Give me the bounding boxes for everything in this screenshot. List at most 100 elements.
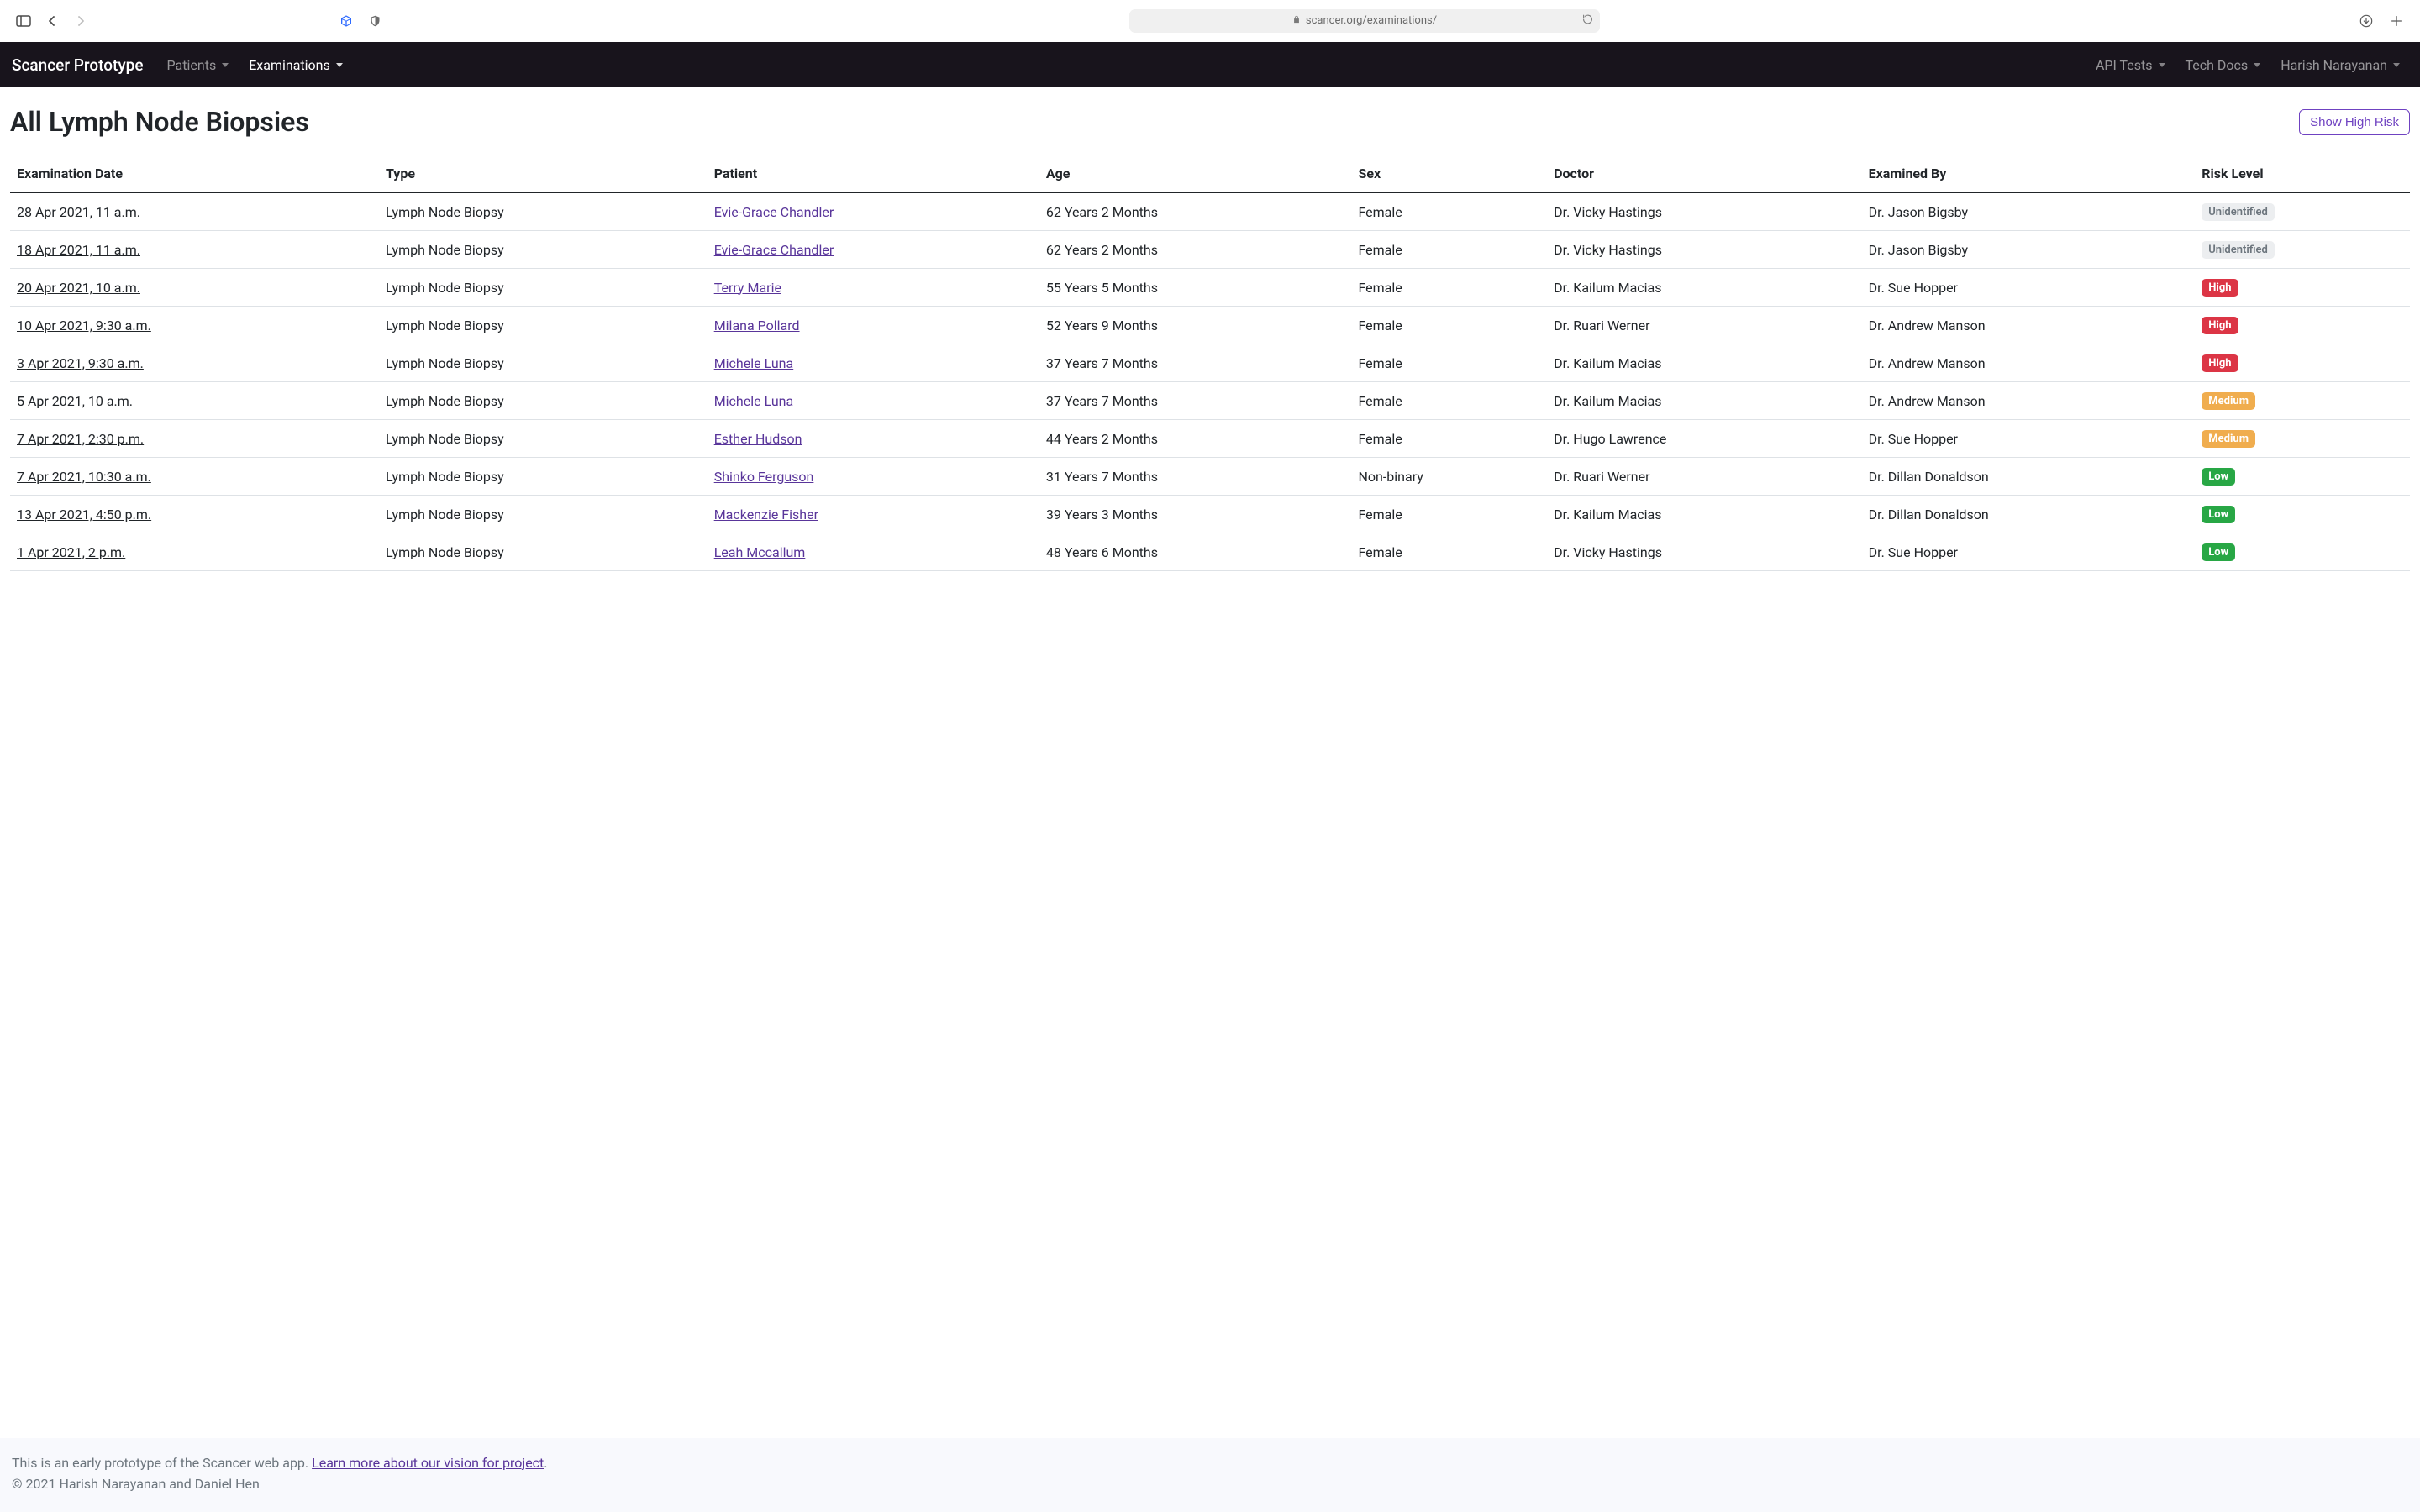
cell-exam-date: 20 Apr 2021, 10 a.m. — [10, 269, 379, 307]
url-bar[interactable]: scancer.org/examinations/ — [1129, 9, 1600, 33]
privacy-shield-icon[interactable] — [366, 13, 383, 29]
chevron-down-icon — [222, 63, 229, 67]
col-examined-by[interactable]: Examined By — [1862, 155, 2196, 192]
page-header: All Lymph Node Biopsies Show High Risk — [10, 106, 2410, 150]
cell-doctor: Dr. Ruari Werner — [1547, 458, 1862, 496]
cell-sex: Female — [1351, 231, 1547, 269]
patient-link[interactable]: Mackenzie Fisher — [714, 507, 818, 522]
cell-age: 39 Years 3 Months — [1039, 496, 1352, 533]
main-content: All Lymph Node Biopsies Show High Risk E… — [0, 87, 2420, 1438]
cell-exam-date: 5 Apr 2021, 10 a.m. — [10, 382, 379, 420]
patient-link[interactable]: Shinko Ferguson — [714, 469, 814, 485]
reload-icon[interactable] — [1582, 13, 1593, 28]
back-icon[interactable] — [44, 13, 60, 29]
patient-link[interactable]: Michele Luna — [714, 393, 794, 409]
cell-exam-date: 7 Apr 2021, 2:30 p.m. — [10, 420, 379, 458]
cell-patient: Michele Luna — [708, 344, 1039, 382]
patient-link[interactable]: Michele Luna — [714, 355, 794, 371]
cell-patient: Terry Marie — [708, 269, 1039, 307]
exam-date-link[interactable]: 1 Apr 2021, 2 p.m. — [17, 544, 125, 560]
col-exam-date[interactable]: Examination Date — [10, 155, 379, 192]
table-row: 18 Apr 2021, 11 a.m.Lymph Node BiopsyEvi… — [10, 231, 2410, 269]
exam-date-link[interactable]: 7 Apr 2021, 10:30 a.m. — [17, 469, 151, 485]
col-type[interactable]: Type — [379, 155, 708, 192]
exam-date-link[interactable]: 7 Apr 2021, 2:30 p.m. — [17, 431, 144, 447]
nav-left: Patients Examinations — [159, 50, 351, 80]
patient-link[interactable]: Evie-Grace Chandler — [714, 242, 834, 258]
cell-risk: Low — [2195, 458, 2410, 496]
footer-after-link: . — [544, 1455, 547, 1471]
cell-age: 55 Years 5 Months — [1039, 269, 1352, 307]
table-row: 28 Apr 2021, 11 a.m. Lymph Node Biopsy Evi… — [10, 192, 2410, 231]
cell-type: Lymph Node Biopsy — [379, 307, 708, 344]
risk-badge: Low — [2202, 506, 2235, 523]
cell-patient: Evie-Grace Chandler — [708, 192, 1039, 231]
forward-icon[interactable] — [72, 13, 89, 29]
exam-date-link[interactable]: 18 Apr 2021, 11 a.m. — [17, 242, 140, 258]
col-sex[interactable]: Sex — [1351, 155, 1547, 192]
table-row: 20 Apr 2021, 10 a.m. Lymph Node Biopsy Ter… — [10, 269, 2410, 307]
risk-badge: Low — [2202, 468, 2235, 486]
cell-risk: High — [2195, 307, 2410, 344]
show-high-risk-button[interactable]: Show High Risk — [2299, 109, 2410, 135]
col-patient[interactable]: Patient — [708, 155, 1039, 192]
cell-risk: Unidentified — [2195, 231, 2410, 269]
nav-tech-docs[interactable]: Tech Docs — [2177, 50, 2270, 80]
cell-age: 52 Years 9 Months — [1039, 307, 1352, 344]
patient-link[interactable]: Leah Mccallum — [714, 544, 806, 560]
risk-badge: Unidentified — [2202, 241, 2275, 259]
sidebar-toggle-icon[interactable] — [15, 13, 32, 29]
cell-sex: Female — [1351, 307, 1547, 344]
cell-type: Lymph Node Biopsy — [379, 458, 708, 496]
footer-learn-more-link[interactable]: Learn more about our vision for project — [312, 1455, 544, 1471]
downloads-icon[interactable] — [2358, 13, 2375, 29]
cell-examined-by: Dr. Sue Hopper — [1862, 269, 2196, 307]
cell-doctor: Dr. Ruari Werner — [1547, 307, 1862, 344]
cell-type: Lymph Node Biopsy — [379, 192, 708, 231]
cell-exam-date: 1 Apr 2021, 2 p.m. — [10, 533, 379, 571]
risk-badge: Medium — [2202, 392, 2255, 410]
col-age[interactable]: Age — [1039, 155, 1352, 192]
cell-exam-date: 3 Apr 2021, 9:30 a.m. — [10, 344, 379, 382]
nav-api-tests[interactable]: API Tests — [2087, 50, 2174, 80]
table-row: 3 Apr 2021, 9:30 a.m.Lymph Node BiopsyMi… — [10, 344, 2410, 382]
nav-patients[interactable]: Patients — [159, 50, 238, 80]
new-tab-icon[interactable] — [2388, 13, 2405, 29]
patient-link[interactable]: Milana Pollard — [714, 318, 800, 333]
table-header-row: Examination Date Type Patient Age Sex Do… — [10, 155, 2410, 192]
col-risk[interactable]: Risk Level — [2195, 155, 2410, 192]
page-title: All Lymph Node Biopsies — [10, 106, 309, 138]
exam-date-link[interactable]: 3 Apr 2021, 9:30 a.m. — [17, 355, 144, 371]
nav-user-menu[interactable]: Harish Narayanan — [2272, 50, 2408, 80]
cell-risk: Low — [2195, 496, 2410, 533]
exam-date-link[interactable]: 20 Apr 2021, 10 a.m. — [17, 280, 140, 296]
footer: This is an early prototype of the Scance… — [0, 1438, 2420, 1512]
patient-link[interactable]: Esther Hudson — [714, 431, 802, 447]
exam-date-link[interactable]: 10 Apr 2021, 9:30 a.m. — [17, 318, 151, 333]
risk-badge: Medium — [2202, 430, 2255, 448]
cell-age: 48 Years 6 Months — [1039, 533, 1352, 571]
cell-patient: Milana Pollard — [708, 307, 1039, 344]
exam-date-link[interactable]: 28 Apr 2021, 11 a.m. — [17, 204, 140, 220]
cell-sex: Female — [1351, 382, 1547, 420]
patient-link[interactable]: Evie-Grace Chandler — [714, 204, 834, 220]
cell-type: Lymph Node Biopsy — [379, 269, 708, 307]
cell-examined-by: Dr. Andrew Manson — [1862, 307, 2196, 344]
cell-exam-date: 28 Apr 2021, 11 a.m. — [10, 192, 379, 231]
cube-icon[interactable] — [338, 13, 355, 29]
patient-link[interactable]: Terry Marie — [714, 280, 781, 296]
cell-risk: Unidentified — [2195, 192, 2410, 231]
nav-examinations[interactable]: Examinations — [240, 50, 351, 80]
brand[interactable]: Scancer Prototype — [12, 55, 144, 75]
risk-badge: Unidentified — [2202, 203, 2275, 221]
cell-sex: Female — [1351, 344, 1547, 382]
cell-age: 62 Years 2 Months — [1039, 231, 1352, 269]
exam-date-link[interactable]: 5 Apr 2021, 10 a.m. — [17, 393, 133, 409]
cell-doctor: Dr. Hugo Lawrence — [1547, 420, 1862, 458]
exam-date-link[interactable]: 13 Apr 2021, 4:50 p.m. — [17, 507, 151, 522]
cell-age: 44 Years 2 Months — [1039, 420, 1352, 458]
col-doctor[interactable]: Doctor — [1547, 155, 1862, 192]
app-navbar: Scancer Prototype Patients Examinations … — [0, 42, 2420, 87]
risk-badge: Low — [2202, 543, 2235, 561]
cell-doctor: Dr. Kailum Macias — [1547, 496, 1862, 533]
